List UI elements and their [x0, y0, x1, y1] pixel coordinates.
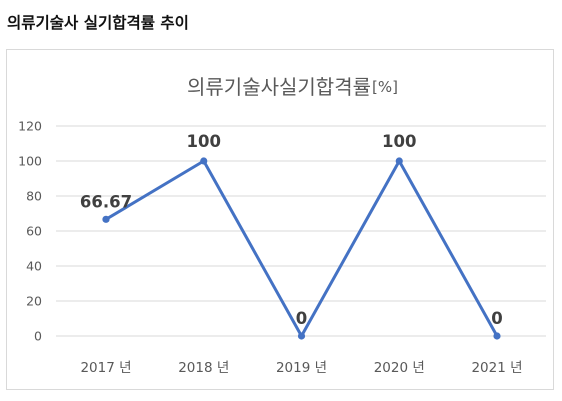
data-label: 100 — [187, 132, 221, 151]
y-tick-label: 60 — [26, 224, 42, 239]
data-point — [493, 332, 501, 340]
chart-title: 의류기술사실기합격률 — [187, 75, 371, 99]
y-tick-label: 80 — [26, 189, 42, 204]
data-point — [200, 157, 208, 165]
data-point — [102, 215, 110, 223]
y-tick-label: 120 — [18, 119, 42, 134]
data-label: 100 — [382, 132, 416, 151]
x-tick-label: 2018 년 — [178, 360, 229, 376]
data-label: 0 — [296, 309, 307, 328]
x-tick-label: 2017 년 — [80, 360, 131, 376]
chart-frame — [6, 49, 554, 390]
x-tick-label: 2020 년 — [374, 360, 425, 376]
data-point — [395, 157, 403, 165]
data-label: 0 — [491, 309, 502, 328]
gridlines — [56, 125, 546, 337]
series-layer — [102, 157, 501, 340]
data-point — [297, 332, 306, 340]
y-tick-label: 100 — [18, 154, 42, 169]
x-tick-label: 2019 년 — [276, 360, 327, 376]
y-tick-label: 0 — [34, 329, 42, 344]
data-labels: 66.67 100 0 100 0 — [80, 132, 503, 328]
y-tick-label: 20 — [26, 294, 42, 309]
y-axis-ticks: 0 20 40 60 80 100 120 — [18, 119, 42, 344]
y-tick-label: 40 — [26, 259, 42, 274]
x-tick-label: 2021 년 — [471, 360, 522, 376]
data-label: 66.67 — [80, 192, 132, 211]
chart-title-unit: [%] — [372, 78, 398, 96]
page-heading: 의류기술사 실기합격률 추이 — [7, 14, 189, 32]
x-axis-ticks: 2017 년 2018 년 2019 년 2020 년 2021 년 — [80, 360, 522, 376]
